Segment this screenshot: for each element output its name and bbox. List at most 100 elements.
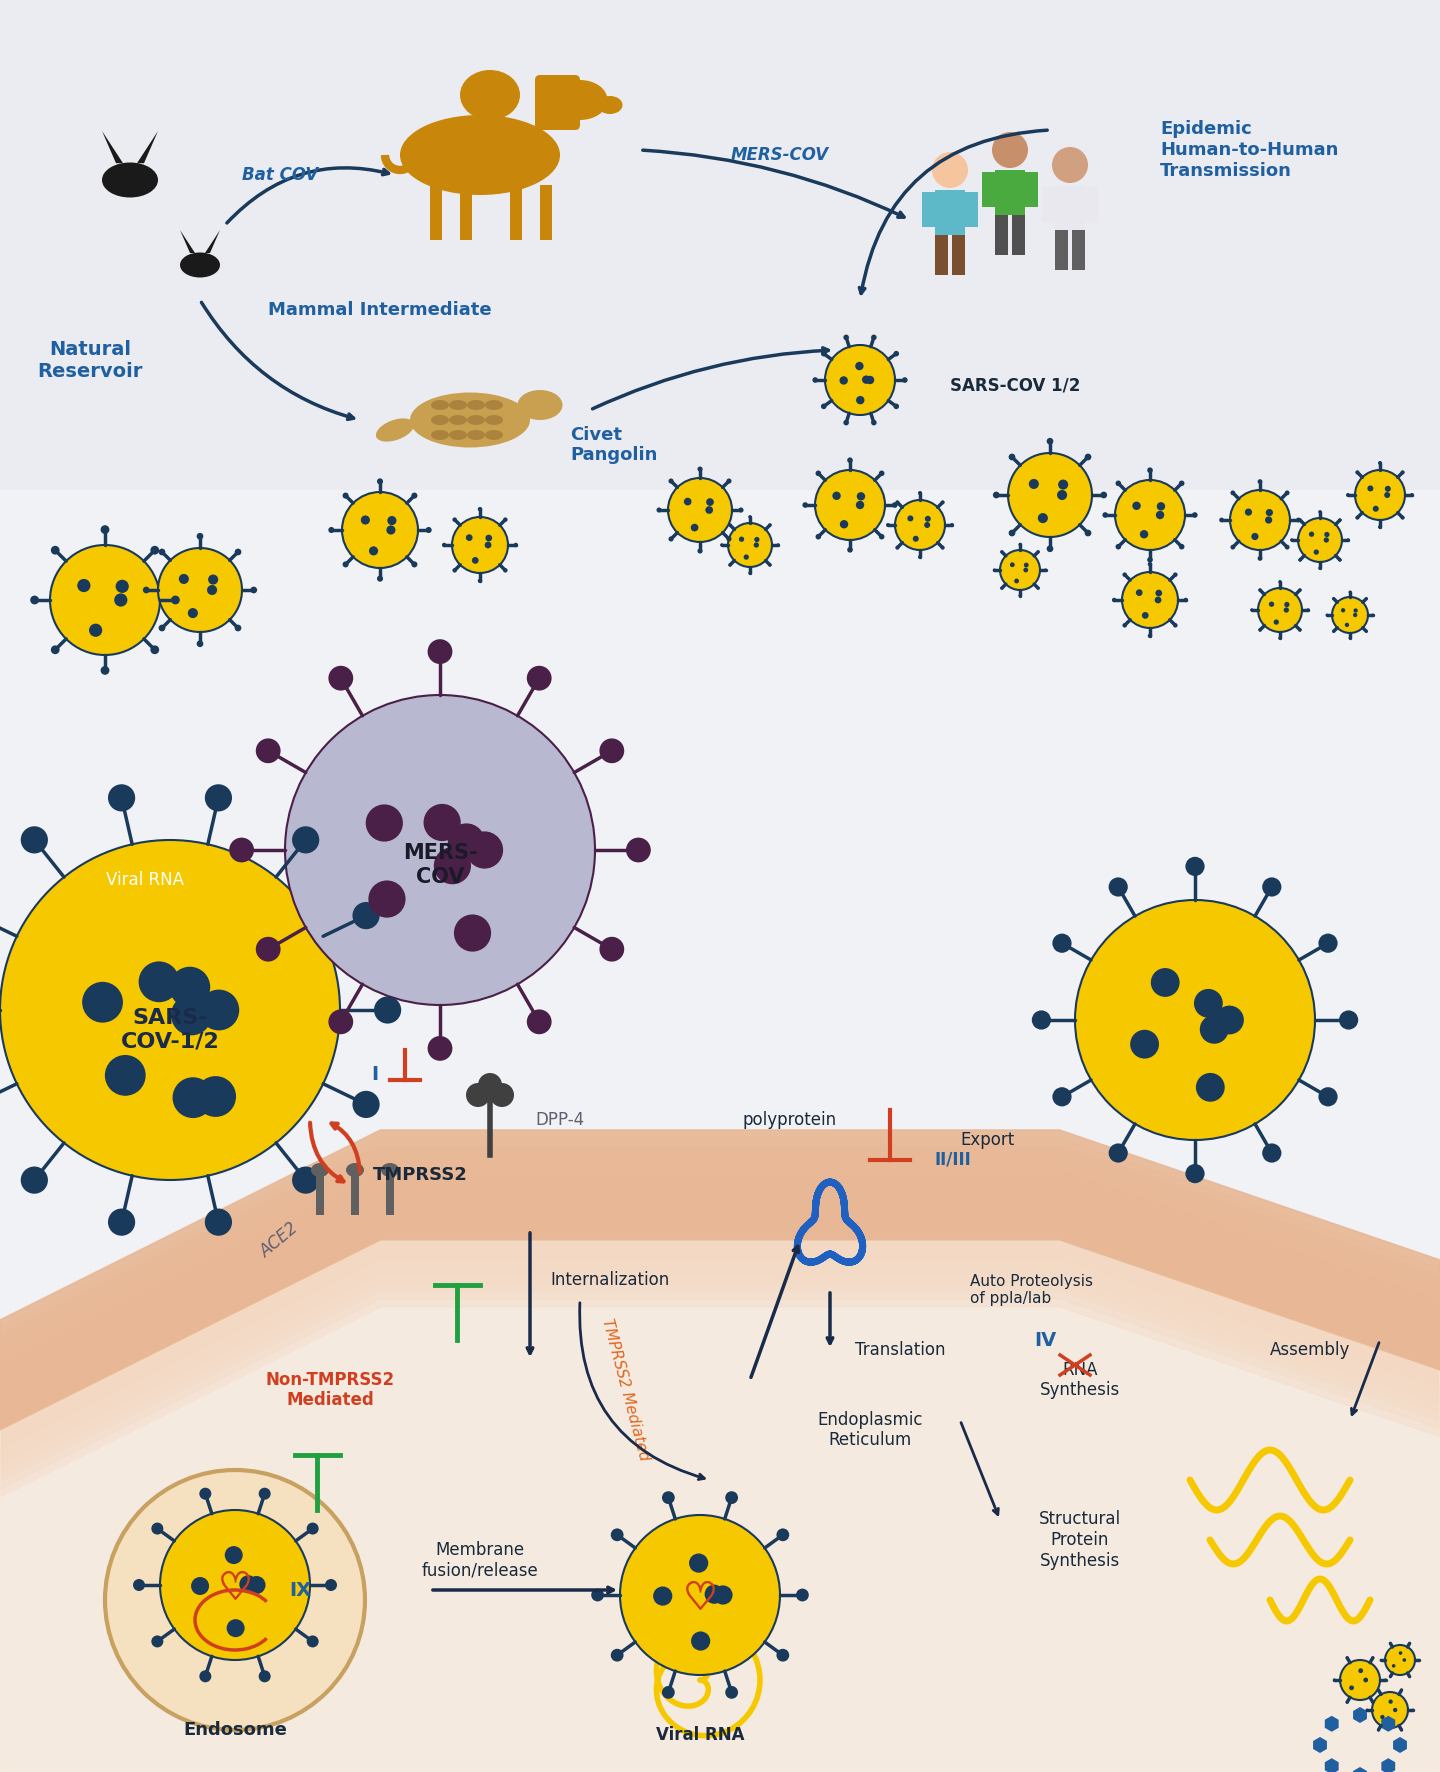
- Circle shape: [1155, 590, 1162, 597]
- Text: Civet
Pangolin: Civet Pangolin: [570, 425, 658, 464]
- Circle shape: [160, 1510, 310, 1660]
- Circle shape: [58, 553, 124, 618]
- Bar: [386, 1175, 395, 1216]
- Circle shape: [226, 1620, 245, 1637]
- Circle shape: [992, 131, 1028, 168]
- Circle shape: [369, 881, 406, 918]
- Circle shape: [1220, 517, 1224, 523]
- Circle shape: [749, 571, 752, 574]
- Circle shape: [366, 804, 403, 842]
- Circle shape: [654, 1586, 672, 1605]
- Circle shape: [1313, 549, 1319, 555]
- Text: II/III: II/III: [935, 1152, 972, 1170]
- Circle shape: [1410, 493, 1414, 496]
- Circle shape: [1132, 501, 1140, 510]
- Text: IV: IV: [1034, 1331, 1056, 1350]
- Bar: [935, 236, 948, 275]
- Circle shape: [855, 501, 864, 509]
- Circle shape: [143, 587, 150, 594]
- Circle shape: [1333, 1678, 1336, 1682]
- FancyBboxPatch shape: [536, 74, 580, 129]
- Ellipse shape: [180, 252, 220, 278]
- Circle shape: [1283, 608, 1289, 613]
- Circle shape: [1053, 147, 1089, 183]
- Circle shape: [1014, 459, 1064, 510]
- Circle shape: [105, 1054, 145, 1095]
- Circle shape: [158, 548, 242, 633]
- Circle shape: [919, 555, 922, 558]
- Circle shape: [668, 478, 732, 542]
- Circle shape: [412, 493, 418, 498]
- Polygon shape: [204, 230, 220, 253]
- Circle shape: [1403, 1659, 1405, 1662]
- Circle shape: [896, 546, 900, 549]
- Circle shape: [1400, 1689, 1403, 1692]
- Circle shape: [697, 466, 703, 471]
- Circle shape: [1259, 627, 1261, 631]
- Circle shape: [1004, 553, 1027, 578]
- Circle shape: [197, 640, 203, 647]
- Circle shape: [105, 1471, 364, 1729]
- Circle shape: [235, 626, 242, 631]
- Bar: [995, 214, 1008, 255]
- Circle shape: [1380, 1659, 1382, 1660]
- Circle shape: [225, 1547, 243, 1565]
- Circle shape: [1284, 544, 1290, 549]
- Circle shape: [1345, 1657, 1349, 1659]
- Circle shape: [1174, 572, 1178, 578]
- Ellipse shape: [485, 431, 503, 439]
- Circle shape: [307, 1636, 318, 1648]
- Circle shape: [1192, 512, 1198, 517]
- Circle shape: [1084, 454, 1092, 461]
- Circle shape: [776, 1529, 789, 1542]
- Circle shape: [1309, 532, 1315, 537]
- Circle shape: [1109, 1143, 1128, 1162]
- Circle shape: [1355, 470, 1359, 475]
- Circle shape: [1387, 1648, 1405, 1666]
- Circle shape: [343, 493, 348, 498]
- Circle shape: [1044, 569, 1047, 572]
- Circle shape: [768, 563, 772, 567]
- Circle shape: [1266, 509, 1273, 516]
- Circle shape: [1385, 1644, 1416, 1675]
- Circle shape: [115, 579, 128, 594]
- Circle shape: [108, 1209, 135, 1235]
- Bar: [510, 184, 521, 239]
- Circle shape: [815, 470, 886, 540]
- Circle shape: [1234, 494, 1270, 530]
- Text: Mammal Intermediate: Mammal Intermediate: [268, 301, 492, 319]
- Circle shape: [1053, 934, 1071, 953]
- Text: TMPRSS2: TMPRSS2: [373, 1166, 468, 1184]
- Circle shape: [1230, 491, 1290, 549]
- Bar: [995, 170, 1025, 214]
- Circle shape: [78, 579, 91, 592]
- Circle shape: [442, 542, 446, 548]
- Circle shape: [901, 377, 907, 383]
- Ellipse shape: [449, 431, 467, 439]
- Text: Endoplasmic
Reticulum: Endoplasmic Reticulum: [818, 1411, 923, 1449]
- Circle shape: [1388, 1699, 1392, 1705]
- Circle shape: [467, 1083, 490, 1108]
- Circle shape: [343, 493, 418, 569]
- Circle shape: [1372, 505, 1378, 512]
- Circle shape: [1364, 1678, 1368, 1682]
- Circle shape: [1284, 491, 1290, 494]
- Circle shape: [192, 1577, 209, 1595]
- Circle shape: [691, 525, 698, 532]
- Circle shape: [1365, 1708, 1368, 1712]
- Circle shape: [1093, 918, 1237, 1061]
- Circle shape: [720, 544, 724, 548]
- Circle shape: [812, 377, 818, 383]
- Text: Non-TMPRSS2
Mediated: Non-TMPRSS2 Mediated: [265, 1370, 395, 1409]
- Circle shape: [599, 739, 624, 764]
- Circle shape: [325, 1579, 337, 1591]
- Circle shape: [1338, 558, 1342, 562]
- Circle shape: [1032, 1010, 1051, 1030]
- Circle shape: [857, 395, 864, 404]
- Circle shape: [992, 569, 996, 572]
- Text: Internalization: Internalization: [550, 1271, 670, 1288]
- Circle shape: [197, 533, 203, 540]
- Circle shape: [1302, 521, 1328, 548]
- Text: Membrane
fusion/release: Membrane fusion/release: [422, 1540, 539, 1579]
- Circle shape: [478, 1074, 503, 1097]
